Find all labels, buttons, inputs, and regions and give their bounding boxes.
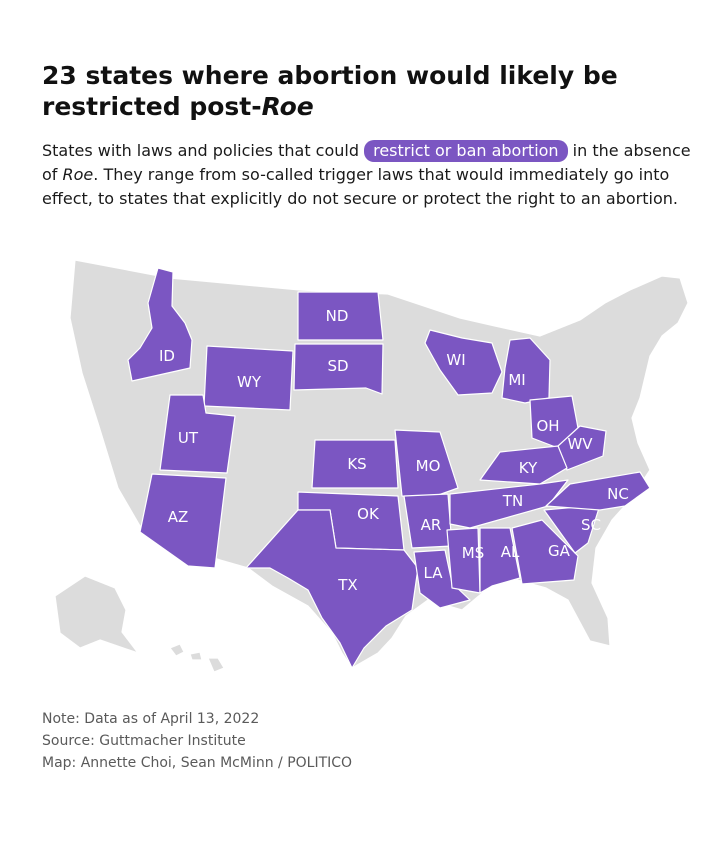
desc-part2: in the absence of <box>42 141 691 184</box>
label-ut: UT <box>178 429 199 447</box>
label-ar: AR <box>421 516 442 534</box>
note-credit: Map: Annette Choi, Sean McMinn / POLITIC… <box>42 755 353 771</box>
state-mo[interactable] <box>394 429 459 499</box>
us-map-svg: ID WY ND SD UT AZ WI MI OH WV KY KS MO O… <box>54 259 689 673</box>
label-sd: SD <box>327 357 348 375</box>
label-nd: ND <box>326 307 349 325</box>
desc-part3: . They range from so-called trigger laws… <box>42 165 678 208</box>
label-nc: NC <box>607 485 629 503</box>
state-ut[interactable] <box>159 394 236 474</box>
state-tx[interactable] <box>245 509 419 669</box>
state-id[interactable] <box>127 267 193 382</box>
state-ky[interactable] <box>479 445 568 485</box>
label-mo: MO <box>416 457 441 475</box>
footnotes: Note: Data as of April 13, 2022 Source: … <box>42 708 352 774</box>
map-title: 23 states where abortion would likely be… <box>42 60 682 122</box>
label-ky: KY <box>519 459 538 477</box>
state-la[interactable] <box>413 549 471 609</box>
label-wi: WI <box>446 351 465 369</box>
state-ks[interactable] <box>311 439 399 489</box>
state-nc[interactable] <box>545 471 651 511</box>
map-description: States with laws and policies that could… <box>42 139 692 211</box>
title-italic: Roe <box>261 92 314 121</box>
label-tn: TN <box>502 492 523 510</box>
desc-part1: States with laws and policies that could <box>42 141 365 160</box>
label-wv: WV <box>567 435 593 453</box>
state-sd[interactable] <box>293 343 384 395</box>
state-wy[interactable] <box>203 345 294 411</box>
alaska <box>54 575 139 654</box>
note-date: Note: Data as of April 13, 2022 <box>42 711 260 727</box>
state-wi[interactable] <box>424 329 503 396</box>
state-nd[interactable] <box>297 291 384 341</box>
label-mi: MI <box>508 371 525 389</box>
label-ok: OK <box>357 505 380 523</box>
note-source: Source: Guttmacher Institute <box>42 733 246 749</box>
label-az: AZ <box>168 508 189 526</box>
hawaii <box>169 643 225 673</box>
label-la: LA <box>424 564 444 582</box>
desc-italic: Roe <box>62 165 94 184</box>
label-wy: WY <box>237 373 262 391</box>
state-al[interactable] <box>479 527 521 594</box>
label-ga: GA <box>548 542 571 560</box>
label-id: ID <box>159 347 175 365</box>
label-al: AL <box>501 543 520 561</box>
label-tx: TX <box>337 576 357 594</box>
label-sc: SC <box>581 516 601 534</box>
state-az[interactable] <box>139 473 227 569</box>
legend-highlight-badge: restrict or ban abortion <box>364 140 568 162</box>
state-ga[interactable] <box>511 519 579 585</box>
title-main: 23 states where abortion would likely be… <box>42 61 618 121</box>
us-map: ID WY ND SD UT AZ WI MI OH WV KY KS MO O… <box>40 248 720 688</box>
label-oh: OH <box>536 417 559 435</box>
label-ms: MS <box>462 544 484 562</box>
label-ks: KS <box>347 455 366 473</box>
